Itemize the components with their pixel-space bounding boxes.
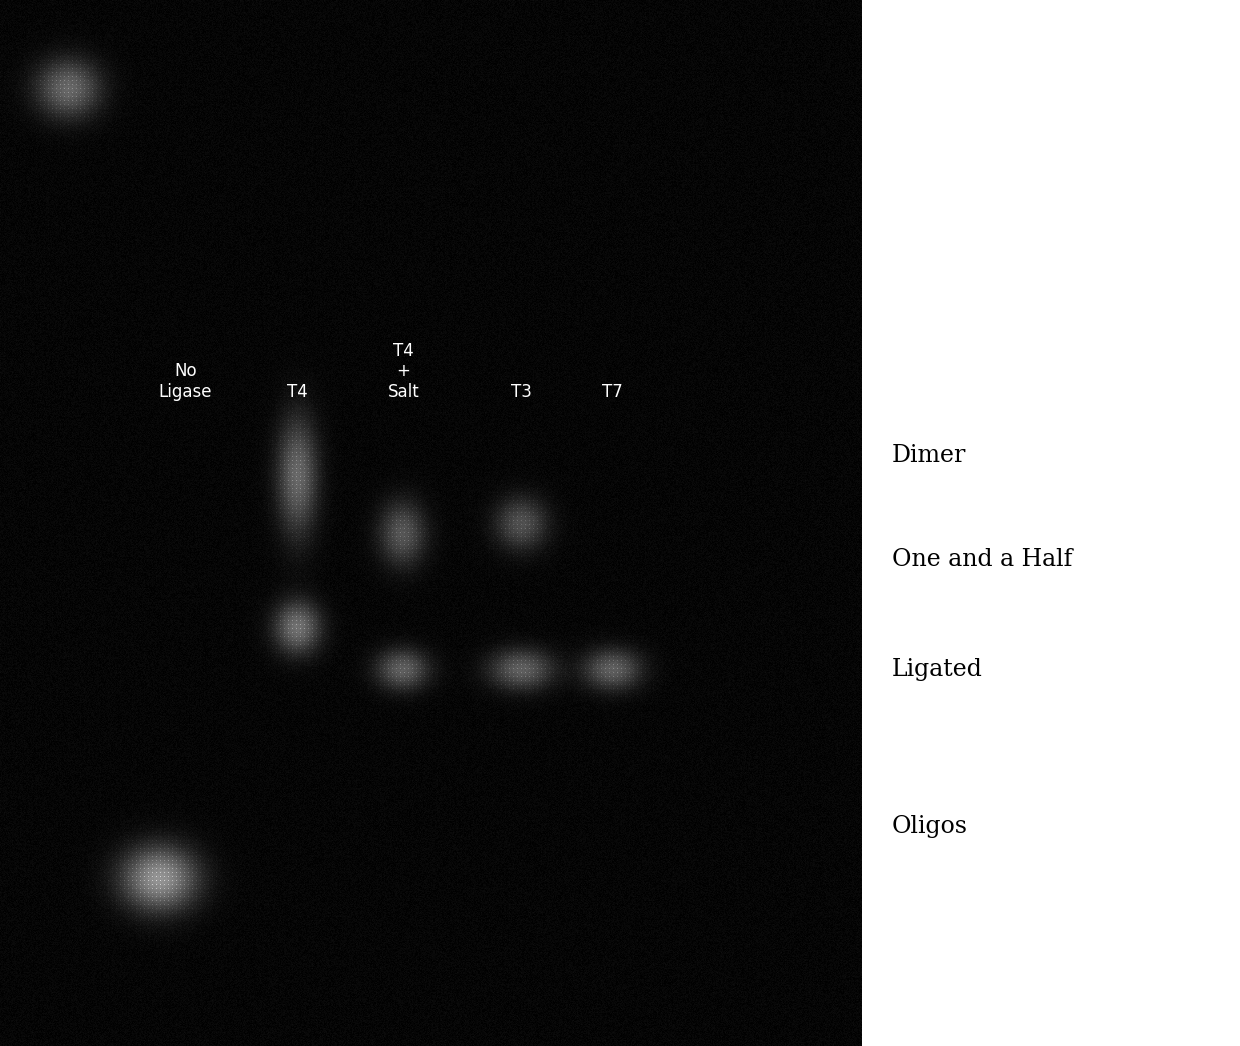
Text: Dimer: Dimer — [892, 444, 966, 467]
Text: Oligos: Oligos — [892, 815, 968, 838]
Text: T3: T3 — [511, 383, 532, 402]
Text: T4: T4 — [286, 383, 308, 402]
Text: T4
+
Salt: T4 + Salt — [387, 342, 419, 401]
Text: Ligated: Ligated — [892, 658, 983, 681]
Text: One and a Half: One and a Half — [892, 548, 1073, 571]
Text: No
Ligase: No Ligase — [159, 362, 212, 402]
Text: T7: T7 — [601, 383, 622, 402]
